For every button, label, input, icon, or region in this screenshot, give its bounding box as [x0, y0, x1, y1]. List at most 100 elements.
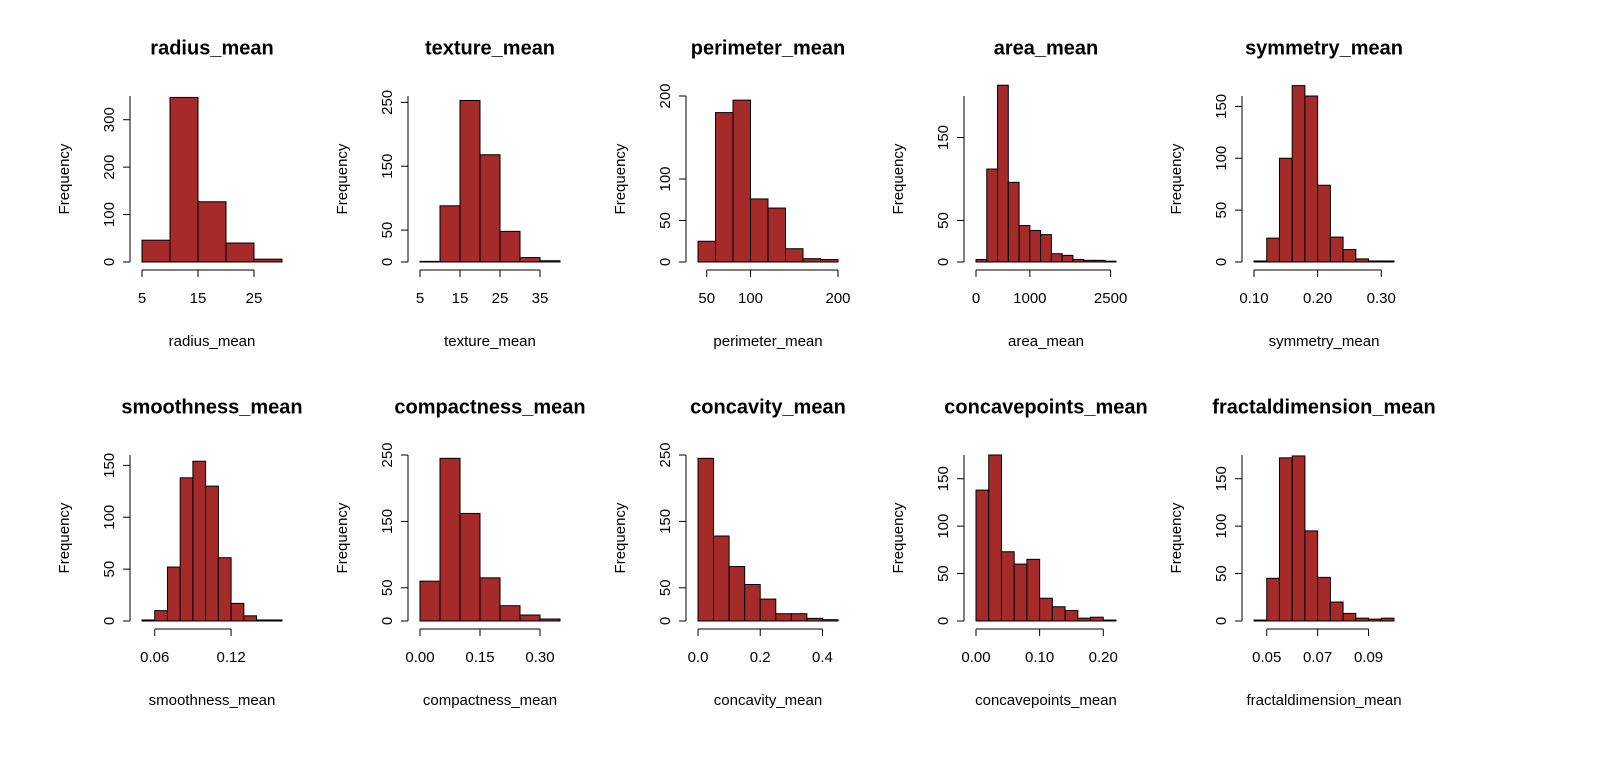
x-axis-label: concavepoints_mean	[975, 692, 1117, 709]
bar	[225, 242, 255, 263]
y-tick-label: 250	[657, 442, 674, 467]
bar	[1368, 618, 1382, 622]
x-tick-label: 0.10	[1025, 649, 1054, 666]
bar	[141, 239, 171, 263]
y-axis-label: Frequency	[334, 502, 351, 573]
bar	[1093, 259, 1106, 263]
x-tick-label: 0.30	[1367, 290, 1396, 307]
chart-title: smoothness_mean	[121, 396, 302, 418]
y-tick-label: 50	[379, 222, 396, 239]
y-tick-label: 0	[379, 617, 396, 625]
bar	[169, 96, 199, 263]
x-tick-label: 0.00	[405, 649, 434, 666]
bar	[1278, 157, 1293, 263]
bar	[419, 580, 441, 622]
bar	[975, 259, 988, 263]
bar	[1077, 617, 1092, 622]
bar	[790, 613, 808, 622]
chart-title: texture_mean	[425, 37, 555, 59]
x-tick-label: 0.09	[1354, 649, 1383, 666]
bar	[713, 535, 730, 622]
bar	[820, 259, 839, 263]
x-axis-label: texture_mean	[444, 333, 536, 350]
bar	[1368, 260, 1382, 263]
x-tick-label: 0.30	[525, 649, 554, 666]
bar	[519, 614, 541, 622]
bar	[1061, 254, 1074, 263]
bar	[268, 619, 283, 622]
bar	[1026, 558, 1041, 622]
x-axis-label: smoothness_mean	[149, 692, 276, 709]
x-tick-label: 0.15	[465, 649, 494, 666]
bar	[1278, 457, 1293, 622]
y-axis-label: Frequency	[1168, 143, 1185, 214]
bar	[1072, 259, 1085, 263]
bar	[141, 619, 156, 622]
bar	[439, 205, 461, 263]
bar	[459, 99, 481, 263]
bar	[1102, 619, 1117, 622]
bar	[1266, 237, 1280, 263]
x-axis-label: fractaldimension_mean	[1246, 692, 1401, 709]
bar	[1051, 606, 1066, 622]
y-axis-label: Frequency	[612, 143, 629, 214]
bar	[1266, 577, 1280, 622]
x-tick-label: 0.4	[812, 649, 833, 666]
bar	[1304, 95, 1319, 263]
y-tick-label: 250	[379, 442, 396, 467]
x-tick-label: 15	[190, 290, 207, 307]
bar	[806, 617, 823, 622]
y-axis-label: Frequency	[890, 502, 907, 573]
y-tick-label: 0	[101, 258, 118, 266]
y-tick-label: 100	[1213, 146, 1230, 171]
x-axis-label: symmetry_mean	[1269, 333, 1380, 350]
y-tick-label: 0	[657, 617, 674, 625]
y-tick-label: 50	[935, 565, 952, 582]
bar	[1090, 616, 1104, 622]
y-tick-label: 100	[935, 514, 952, 539]
x-tick-label: 0.00	[961, 649, 990, 666]
y-tick-label: 50	[935, 212, 952, 229]
bar	[821, 619, 839, 622]
y-tick-label: 100	[657, 166, 674, 191]
bar	[767, 207, 786, 263]
bar	[197, 201, 227, 263]
x-tick-label: 15	[452, 290, 469, 307]
bar	[243, 615, 258, 622]
bar	[732, 99, 751, 263]
x-tick-label: 50	[698, 290, 715, 307]
chart-title: concavepoints_mean	[944, 396, 1147, 418]
bar	[1104, 260, 1117, 263]
bar	[1007, 181, 1020, 263]
y-tick-label: 150	[379, 154, 396, 179]
bar	[1380, 617, 1395, 622]
x-tick-label: 2500	[1094, 290, 1127, 307]
y-axis-label: Frequency	[56, 143, 73, 214]
bar	[775, 613, 792, 622]
chart-title: perimeter_mean	[691, 37, 846, 59]
bar	[256, 619, 270, 622]
y-axis-label: Frequency	[334, 143, 351, 214]
chart-title: symmetry_mean	[1245, 37, 1403, 59]
bar	[1342, 249, 1357, 263]
bar	[479, 577, 501, 622]
x-axis-label: area_mean	[1008, 333, 1084, 350]
bar	[1039, 597, 1053, 622]
y-tick-label: 100	[101, 505, 118, 530]
y-tick-label: 50	[1213, 565, 1230, 582]
x-tick-label: 0.0	[688, 649, 709, 666]
x-tick-label: 5	[416, 290, 424, 307]
bar	[1040, 234, 1052, 263]
x-tick-label: 100	[738, 290, 763, 307]
y-tick-label: 150	[935, 125, 952, 150]
y-tick-label: 200	[101, 155, 118, 180]
y-tick-label: 150	[379, 509, 396, 534]
y-axis-label: Frequency	[1168, 502, 1185, 573]
bar	[802, 258, 821, 263]
y-tick-label: 150	[1213, 94, 1230, 119]
bar	[1329, 601, 1344, 622]
bar	[459, 512, 481, 622]
bar	[1342, 612, 1357, 622]
y-tick-label: 0	[935, 617, 952, 625]
